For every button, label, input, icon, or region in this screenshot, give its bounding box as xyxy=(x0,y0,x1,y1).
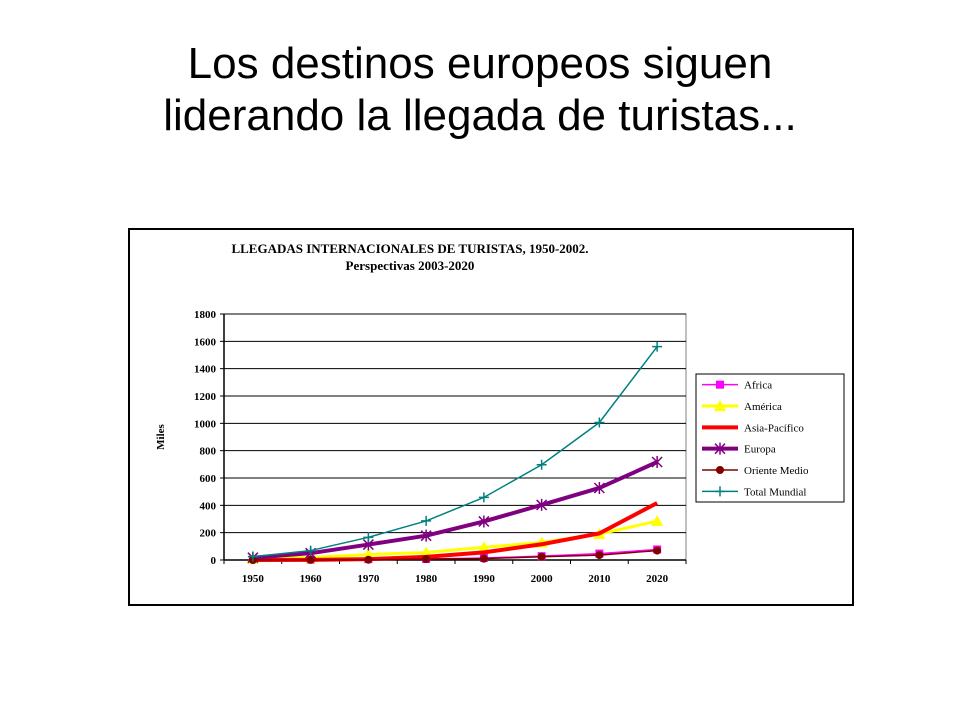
slide-title: Los destinos europeos siguen liderando l… xyxy=(0,38,960,142)
legend-marker-africa xyxy=(716,380,724,389)
data-point-total-mundial xyxy=(363,532,374,543)
y-tick-label: 800 xyxy=(200,446,217,458)
data-point-oriente-medio xyxy=(306,555,315,564)
legend-marker-oriente-medio xyxy=(716,466,724,474)
data-point-oriente-medio xyxy=(364,555,373,564)
y-tick-label: 1800 xyxy=(194,309,217,321)
data-point-total-mundial xyxy=(478,492,489,503)
data-point-america xyxy=(651,515,664,527)
plot-area xyxy=(223,313,687,561)
y-axis-label: Miles xyxy=(155,423,167,449)
y-tick-label: 1200 xyxy=(194,391,217,403)
x-tick-label: 2020 xyxy=(646,573,669,585)
data-point-oriente-medio xyxy=(422,555,431,564)
legend-marker-america xyxy=(714,400,726,411)
data-point-total-mundial xyxy=(247,551,258,562)
data-point-europa xyxy=(593,481,605,494)
data-point-total-mundial xyxy=(305,545,316,556)
data-point-america xyxy=(362,548,375,560)
data-point-europa xyxy=(651,456,663,469)
x-tick-label: 1950 xyxy=(242,573,265,585)
data-point-oriente-medio xyxy=(595,551,604,560)
x-tick-label: 2010 xyxy=(588,573,611,585)
legend xyxy=(695,373,845,503)
data-point-europa xyxy=(420,529,432,542)
legend-label-oriente-medio: Oriente Medio xyxy=(744,465,809,477)
data-point-oriente-medio xyxy=(537,552,546,561)
data-point-oriente-medio xyxy=(653,546,662,555)
series-line-total-mundial xyxy=(252,346,658,558)
y-tick-label: 400 xyxy=(200,500,217,512)
y-tick-label: 1600 xyxy=(194,336,217,348)
legend-marker-europa xyxy=(714,442,726,455)
y-tick-label: 0 xyxy=(211,555,217,567)
y-tick-label: 1000 xyxy=(194,418,217,430)
series-line-oriente-medio xyxy=(252,549,658,561)
data-point-europa xyxy=(536,498,548,511)
y-tick-label: 200 xyxy=(200,528,217,540)
data-point-total-mundial xyxy=(536,459,547,470)
legend-label-asia-pacifico: Asia-Pacífico xyxy=(744,422,804,434)
legend-label-total-mundial: Total Mundial xyxy=(744,486,806,498)
x-tick-label: 2000 xyxy=(531,573,554,585)
data-point-total-mundial xyxy=(652,341,663,352)
chart-frame: LLEGADAS INTERNACIONALES DE TURISTAS, 19… xyxy=(128,228,854,606)
chart-title: LLEGADAS INTERNACIONALES DE TURISTAS, 19… xyxy=(231,241,589,256)
y-tick-label: 600 xyxy=(200,473,217,485)
slide-title-line-2: liderando la llegada de turistas... xyxy=(163,91,797,140)
line-chart: 0 200 400 600 800 1000 1200 1400 1600 1800 1950 196… xyxy=(155,309,845,585)
x-tick-label: 1960 xyxy=(300,573,323,585)
chart-title-block: LLEGADAS INTERNACIONALES DE TURISTAS, 19… xyxy=(130,240,690,274)
y-tick-label: 1400 xyxy=(194,364,217,376)
data-point-america xyxy=(477,541,490,553)
x-tick-label: 1970 xyxy=(357,573,380,585)
data-point-europa xyxy=(478,515,490,528)
legend-label-europa: Europa xyxy=(744,444,776,456)
slide-title-line-1: Los destinos europeos siguen xyxy=(187,39,773,88)
legend-label-america: América xyxy=(744,401,782,413)
chart-subtitle: Perspectivas 2003-2020 xyxy=(345,258,475,273)
legend-label-africa: Africa xyxy=(744,380,772,392)
data-point-total-mundial xyxy=(421,515,432,526)
x-tick-label: 1980 xyxy=(415,573,438,585)
series-line-europa xyxy=(252,460,658,560)
legend-marker-total-mundial xyxy=(715,486,725,497)
data-point-total-mundial xyxy=(594,417,605,428)
x-tick-label: 1990 xyxy=(473,573,496,585)
data-point-oriente-medio xyxy=(479,554,488,563)
